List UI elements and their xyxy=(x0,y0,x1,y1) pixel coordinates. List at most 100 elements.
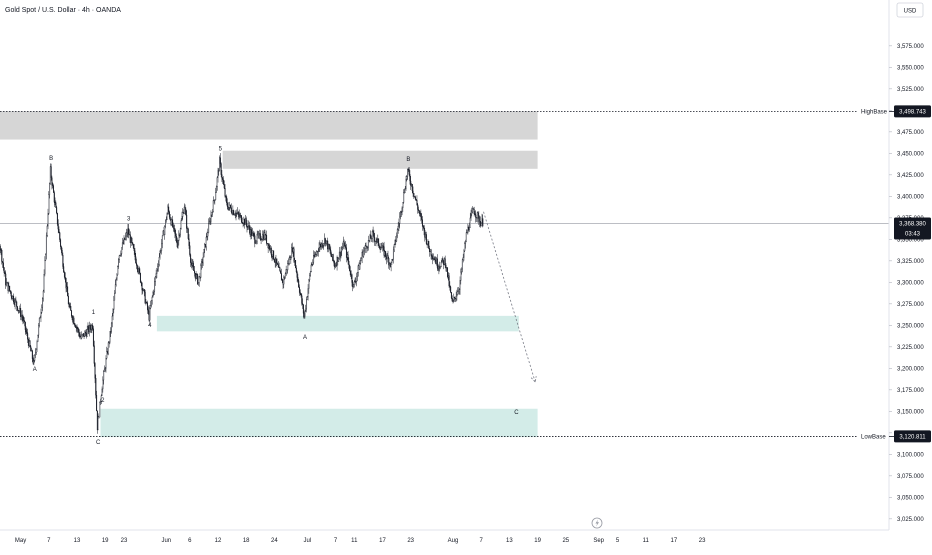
price-tick-label: 3,100.000 xyxy=(897,452,924,458)
candle xyxy=(107,341,109,356)
candle xyxy=(168,210,170,220)
candle xyxy=(155,269,157,280)
candle xyxy=(265,234,267,241)
candle xyxy=(383,241,385,259)
candle xyxy=(385,253,387,265)
price-tick-label: 3,150.000 xyxy=(897,409,924,415)
candle xyxy=(461,258,463,273)
candle xyxy=(173,224,175,233)
candle xyxy=(63,263,65,273)
candle xyxy=(42,289,44,302)
candle xyxy=(76,324,78,334)
candle xyxy=(258,231,260,239)
candle xyxy=(183,209,185,214)
candle xyxy=(397,221,399,234)
currency-button[interactable]: USD xyxy=(896,2,924,18)
candle xyxy=(469,212,471,228)
candle xyxy=(297,273,299,283)
candle xyxy=(303,311,305,319)
candle xyxy=(244,218,246,229)
candle xyxy=(380,243,382,251)
candle xyxy=(100,394,102,405)
time-axis[interactable]: May 7 13 19 23 Jun 6 12 18 24 Jul 7 11 17 23 Aug 7 13 19 25… xyxy=(15,538,706,544)
candle xyxy=(308,278,310,294)
candle xyxy=(42,297,44,311)
price-axis-background[interactable] xyxy=(889,0,932,530)
candle xyxy=(331,252,333,258)
candle xyxy=(332,253,334,262)
candle xyxy=(189,241,191,257)
candle xyxy=(150,300,152,308)
candle xyxy=(78,329,80,339)
candle xyxy=(365,242,367,248)
candle xyxy=(92,326,94,347)
candle xyxy=(198,276,200,287)
candle xyxy=(235,212,237,221)
candle xyxy=(179,232,181,238)
candle xyxy=(85,329,87,336)
candle xyxy=(339,251,341,262)
candle xyxy=(443,260,445,270)
candle xyxy=(72,315,74,325)
candle xyxy=(285,265,287,277)
candle xyxy=(12,295,14,301)
candle xyxy=(215,185,217,193)
candle xyxy=(425,231,427,246)
candle xyxy=(353,284,355,289)
candle xyxy=(51,175,53,190)
candle xyxy=(81,331,83,340)
candle xyxy=(199,272,201,279)
candle xyxy=(95,374,97,399)
candle xyxy=(349,266,351,278)
candle xyxy=(379,246,381,253)
candle xyxy=(136,264,138,273)
candle xyxy=(403,188,405,194)
candle xyxy=(412,186,414,197)
candle xyxy=(226,194,228,206)
lightning-icon[interactable] xyxy=(591,517,603,529)
candle xyxy=(344,242,346,250)
candle xyxy=(280,270,282,274)
candle xyxy=(459,276,461,295)
candle xyxy=(363,246,365,255)
candle xyxy=(430,248,432,260)
candle xyxy=(367,235,369,251)
candle xyxy=(203,249,205,258)
candle xyxy=(110,327,112,338)
candle xyxy=(334,260,336,270)
candle xyxy=(442,256,444,263)
candle xyxy=(1,248,3,265)
candle xyxy=(316,250,318,257)
candle xyxy=(364,242,366,254)
candle xyxy=(324,233,326,247)
currency-label: USD xyxy=(904,9,917,15)
candle xyxy=(139,266,141,275)
candle xyxy=(108,340,110,348)
candle xyxy=(374,233,376,246)
candle xyxy=(298,284,300,296)
candle xyxy=(252,230,254,238)
candle xyxy=(421,215,423,231)
price-tick-label: 3,025.000 xyxy=(897,517,924,523)
candle xyxy=(132,242,134,246)
candle xyxy=(261,237,263,241)
candle xyxy=(103,365,105,372)
candle xyxy=(272,249,274,260)
time-tick-label: 17 xyxy=(379,538,386,544)
candle xyxy=(145,298,147,306)
candle xyxy=(455,291,457,302)
candle xyxy=(415,198,417,201)
time-tick-label: 23 xyxy=(407,538,414,544)
candle xyxy=(400,210,402,220)
candle xyxy=(449,281,451,291)
candle xyxy=(175,229,177,242)
candle xyxy=(347,250,349,265)
candle xyxy=(30,345,32,352)
candle xyxy=(111,313,113,328)
candle xyxy=(213,199,215,204)
price-tick-label: 3,400.000 xyxy=(897,194,924,200)
candle xyxy=(270,246,272,259)
candle xyxy=(89,323,91,333)
